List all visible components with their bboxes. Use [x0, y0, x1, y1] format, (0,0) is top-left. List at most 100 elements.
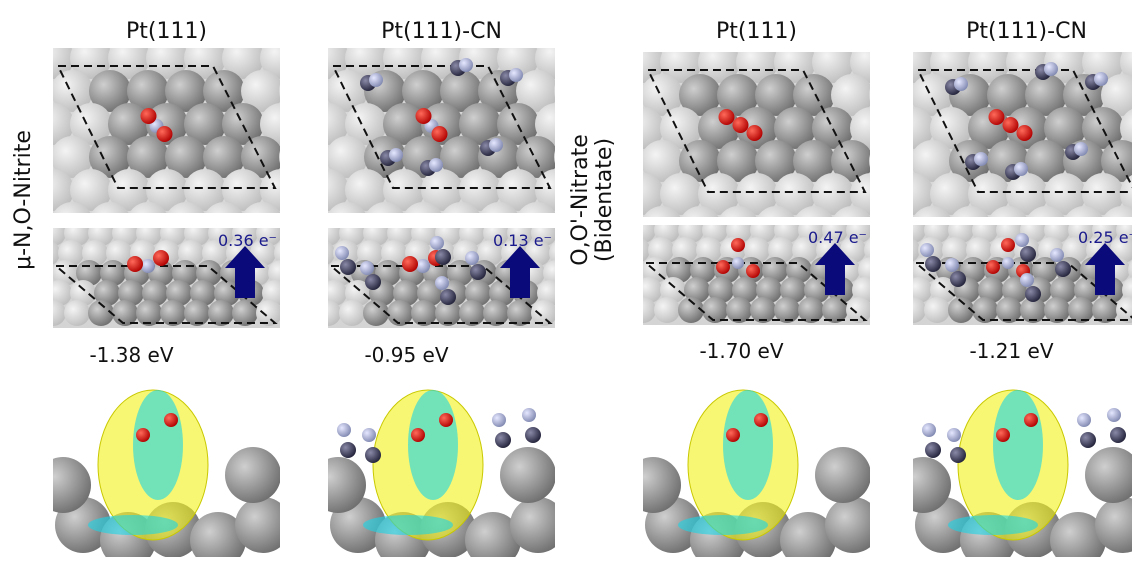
atom	[315, 300, 341, 326]
panel: Pt(111)-CN0.25 e⁻-1.21 eV	[854, 8, 1132, 557]
nitrogen	[974, 152, 988, 166]
nitrogen	[389, 148, 403, 162]
atom	[13, 4, 55, 46]
nitrogen	[732, 257, 744, 269]
nitrogen	[369, 73, 383, 87]
adsorption-energy: -1.70 eV	[699, 339, 783, 363]
carbon	[925, 442, 941, 458]
nitrogen	[1074, 142, 1088, 156]
atom	[679, 8, 721, 50]
panel: Pt(111)0.36 e⁻-1.38 eV	[0, 4, 321, 557]
atom	[584, 41, 626, 83]
oxygen	[157, 126, 173, 142]
atom	[35, 457, 91, 513]
nitrogen	[1050, 248, 1064, 262]
density-cyan	[993, 390, 1043, 500]
atom	[235, 497, 291, 553]
carbon	[1110, 427, 1126, 443]
carbon	[1055, 261, 1071, 277]
oxygen	[439, 413, 453, 427]
figure: μ-N,O-NitritePt(111)0.36 e⁻-1.38 eV Pt(11…	[0, 0, 1132, 557]
oxygen	[716, 260, 730, 274]
panel: Pt(111)-CN0.13 e⁻-0.95 eV	[269, 4, 596, 557]
row-label: (Bidentate)	[592, 138, 617, 262]
carbon	[525, 427, 541, 443]
atom	[846, 297, 872, 323]
atom	[618, 257, 644, 283]
atom	[241, 4, 283, 46]
atom	[40, 300, 66, 326]
nitrogen	[429, 158, 443, 172]
atom	[256, 300, 282, 326]
carbon	[340, 259, 356, 275]
atom	[326, 4, 368, 46]
atom	[554, 70, 596, 112]
oxygen	[1001, 238, 1015, 252]
row-label: μ-N,O-Nitrite	[11, 130, 36, 270]
atom	[873, 206, 915, 248]
charge-label: 0.25 e⁻	[1078, 228, 1132, 247]
density-cyan	[723, 390, 773, 500]
oxygen	[754, 413, 768, 427]
atom	[825, 497, 881, 553]
charge-density	[625, 390, 881, 557]
panel-title: Pt(111)-CN	[381, 19, 502, 44]
carbon	[950, 447, 966, 463]
oxygen	[127, 256, 143, 272]
carbon	[1025, 286, 1041, 302]
atom	[911, 8, 953, 50]
top-view	[854, 8, 1132, 248]
atom	[625, 457, 681, 513]
charge-label: 0.13 e⁻	[493, 231, 552, 250]
atom	[603, 74, 645, 116]
atom	[630, 297, 656, 323]
atom	[873, 8, 915, 50]
atom	[309, 240, 335, 266]
panel-title: Pt(111)	[716, 19, 797, 44]
oxygen	[746, 264, 760, 278]
atom	[1101, 8, 1132, 50]
oxygen	[733, 117, 749, 133]
nitrogen	[141, 259, 155, 273]
oxygen	[411, 428, 425, 442]
charge-density	[310, 390, 566, 557]
atom	[500, 447, 556, 503]
nitrogen	[1094, 72, 1108, 86]
atom	[624, 237, 650, 263]
density-cyan	[133, 390, 183, 500]
atom	[89, 4, 131, 46]
nitrogen	[416, 259, 430, 273]
atom	[531, 300, 557, 326]
atom	[288, 202, 330, 244]
oxygen	[1003, 117, 1019, 133]
atom	[1085, 447, 1132, 503]
carbon	[365, 447, 381, 463]
atom	[339, 300, 365, 326]
nitrogen	[922, 423, 936, 437]
atom	[64, 300, 90, 326]
nitrogen	[1107, 408, 1121, 422]
nitrogen	[1077, 413, 1091, 427]
oxygen	[141, 108, 157, 124]
atom	[279, 136, 321, 178]
panel-title: Pt(111)-CN	[966, 19, 1087, 44]
density-cyan	[678, 515, 768, 535]
oxygen	[989, 109, 1005, 125]
atom	[869, 74, 911, 116]
oxygen	[726, 428, 740, 442]
nitrogen	[1014, 162, 1028, 176]
atom	[895, 457, 951, 513]
density-cyan	[363, 515, 453, 535]
charge-density	[895, 390, 1132, 557]
nitrogen	[489, 138, 503, 152]
oxygen	[402, 256, 418, 272]
oxygen	[416, 108, 432, 124]
atom	[279, 70, 321, 112]
carbon	[1020, 246, 1036, 262]
nitrogen	[1015, 233, 1029, 247]
atom	[516, 4, 558, 46]
density-cyan	[88, 515, 178, 535]
oxygen	[996, 428, 1010, 442]
atom	[894, 237, 920, 263]
oxygen	[747, 125, 763, 141]
